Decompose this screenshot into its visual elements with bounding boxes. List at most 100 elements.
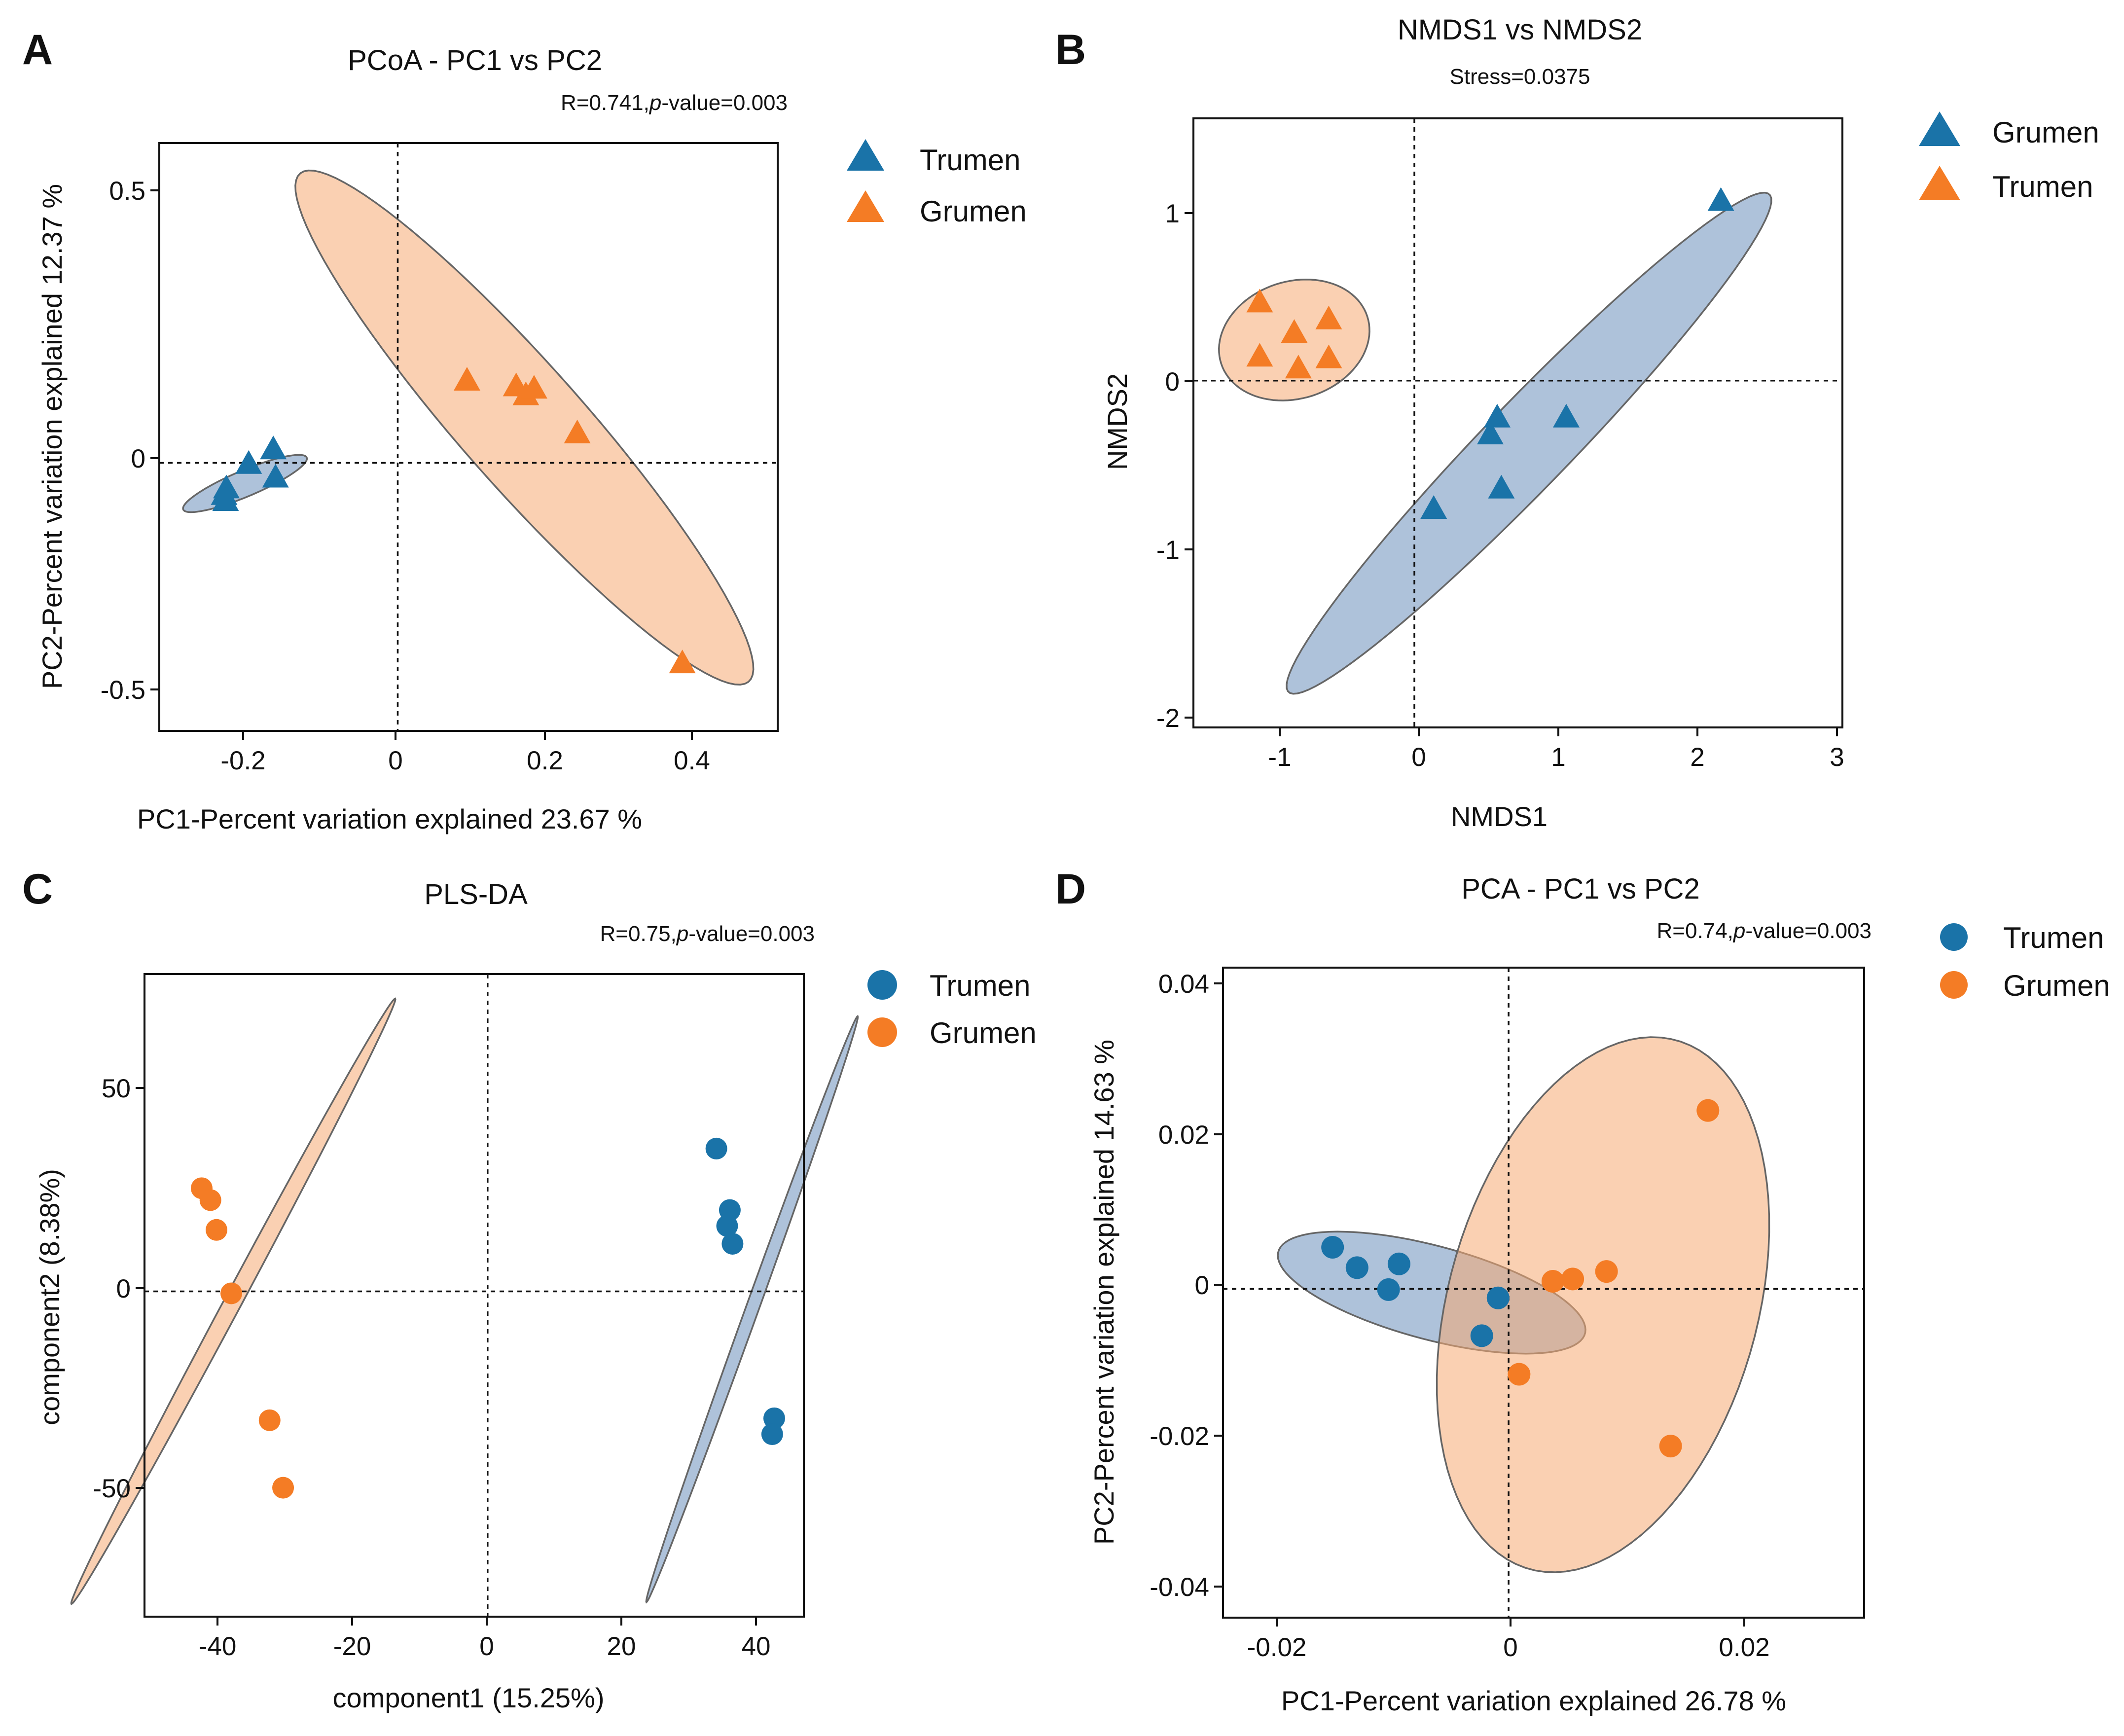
x-tick-label: 40	[742, 1632, 771, 1661]
x-tick-label: -20	[333, 1632, 371, 1661]
x-tick-label: 0.2	[527, 746, 563, 775]
legend-label: Grumen	[1992, 116, 2099, 149]
panel-b-points	[1246, 187, 1734, 519]
panel-c-y-axis: -50 0 50	[93, 1074, 144, 1503]
grumen-data-point	[1659, 1435, 1682, 1458]
trumen-data-point	[1377, 1278, 1400, 1301]
panel-d-x-axis-label: PC1-Percent variation explained 26.78 %	[1281, 1685, 1786, 1716]
y-tick-label: -0.02	[1150, 1422, 1209, 1451]
trumen-data-point	[716, 1215, 738, 1237]
trumen-data-point	[1281, 319, 1308, 343]
legend-label: Trumen	[1992, 170, 2093, 203]
panel-c-stat: R=0.75,p-value=0.003	[600, 922, 815, 946]
x-tick-label: 3	[1830, 743, 1844, 772]
grumen-confidence-ellipse	[1436, 1036, 1770, 1573]
trumen-data-point	[721, 1232, 744, 1255]
panel-c: C PLS-DA R=0.75,p-value=0.003 -40 -20 0 …	[22, 866, 1037, 1713]
grumen-data-point	[564, 419, 591, 443]
y-tick-label: 0.02	[1158, 1121, 1209, 1150]
panel-a-x-axis-label: PC1-Percent variation explained 23.67 %	[137, 803, 642, 834]
x-tick-label: -0.2	[220, 746, 265, 775]
x-tick-label: 2	[1690, 743, 1704, 772]
panel-c-legend: Trumen Grumen	[867, 969, 1037, 1049]
trumen-data-point	[235, 450, 262, 474]
y-tick-label: 50	[102, 1074, 131, 1103]
x-tick-label: 0	[479, 1632, 494, 1661]
trumen-data-point	[212, 487, 239, 511]
legend-circle-marker	[1940, 923, 1968, 951]
panel-b-y-axis: -2 -1 0 1	[1156, 199, 1193, 733]
legend-triangle-marker	[847, 190, 884, 222]
trumen-data-point	[761, 1423, 783, 1446]
trumen-data-point	[763, 1407, 785, 1429]
legend-label: Trumen	[2003, 921, 2104, 954]
grumen-data-point	[1595, 1260, 1618, 1283]
panel-a-points	[211, 367, 696, 674]
panel-a-y-axis-label: PC2-Percent variation explained 12.37 %	[36, 184, 68, 689]
grumen-data-point	[1561, 1267, 1584, 1291]
panel-d-ellipses	[1277, 1036, 1770, 1573]
grumen-data-point	[1420, 495, 1447, 519]
panel-c-y-axis-label: component2 (8.38%)	[34, 1169, 65, 1425]
legend-triangle-marker	[847, 139, 884, 171]
panel-b: B NMDS1 vs NMDS2 Stress=0.0375 -1 0 1 2 …	[1055, 14, 2099, 832]
trumen-confidence-ellipse	[645, 1014, 859, 1604]
panel-c-x-axis: -40 -20 0 20 40	[199, 1617, 771, 1661]
panel-c-points	[190, 1137, 785, 1499]
grumen-data-point	[199, 1189, 221, 1211]
y-tick-label: 1	[1165, 199, 1180, 228]
x-tick-label: 0	[1411, 743, 1426, 772]
trumen-data-point	[1345, 1256, 1368, 1279]
grumen-data-point	[1707, 187, 1734, 211]
panel-b-title: NMDS1 vs NMDS2	[1398, 14, 1642, 46]
legend-circle-marker	[1940, 971, 1968, 999]
panel-a-stat: R=0.741,p-value=0.003	[561, 91, 788, 115]
panel-a-y-axis: -0.5 0 0.5	[101, 177, 159, 705]
panel-b-x-axis-label: NMDS1	[1451, 801, 1548, 832]
legend-triangle-marker	[1919, 166, 1960, 200]
trumen-data-point	[1315, 344, 1342, 368]
grumen-data-point	[205, 1219, 227, 1241]
y-tick-label: -0.5	[101, 676, 145, 705]
panel-b-legend: Grumen Trumen	[1919, 111, 2099, 203]
legend-label: Grumen	[2003, 969, 2110, 1002]
panel-d-label: D	[1055, 866, 1086, 913]
panel-a-plot-frame	[158, 142, 779, 732]
x-tick-label: -1	[1268, 743, 1291, 772]
grumen-data-point	[272, 1477, 294, 1499]
panel-d-legend: Trumen Grumen	[1940, 921, 2110, 1002]
trumen-data-point	[262, 464, 289, 488]
legend-circle-marker	[867, 970, 897, 1000]
grumen-data-point	[258, 1409, 281, 1431]
legend-label: Trumen	[920, 144, 1021, 177]
grumen-data-point	[220, 1282, 242, 1304]
grumen-data-point	[1553, 403, 1580, 428]
panel-c-ellipses	[70, 997, 859, 1605]
panel-b-plot-frame	[1192, 117, 1843, 728]
panel-d-y-axis: -0.04 -0.02 0 0.02 0.04	[1150, 970, 1223, 1602]
y-tick-label: 0	[1165, 367, 1180, 397]
panel-c-reference-lines	[144, 974, 804, 1617]
grumen-data-point	[1541, 1270, 1564, 1293]
panel-b-reference-lines	[1193, 118, 1842, 727]
panel-b-label: B	[1055, 26, 1086, 73]
y-tick-label: -2	[1156, 704, 1180, 733]
trumen-data-point	[1315, 305, 1342, 329]
x-tick-label: 0.02	[1719, 1633, 1769, 1662]
grumen-data-point	[1477, 421, 1504, 445]
panel-a-x-axis: -0.2 0 0.2 0.4	[220, 731, 710, 775]
panel-d-title: PCA - PC1 vs PC2	[1461, 873, 1699, 905]
grumen-data-point	[520, 375, 547, 399]
panel-a-title: PCoA - PC1 vs PC2	[348, 44, 602, 76]
x-tick-label: 0	[388, 746, 402, 775]
y-tick-label: 0	[116, 1274, 131, 1303]
legend-circle-marker	[867, 1017, 897, 1047]
panel-a-legend: Trumen Grumen	[847, 139, 1027, 228]
panel-c-label: C	[22, 866, 53, 913]
x-tick-label: 0	[1503, 1633, 1517, 1662]
panel-d: D PCA - PC1 vs PC2 R=0.74,p-value=0.003 …	[1055, 866, 2110, 1716]
trumen-data-point	[1246, 289, 1273, 313]
panel-b-subtitle: Stress=0.0375	[1450, 65, 1590, 89]
grumen-data-point	[1696, 1099, 1720, 1122]
grumen-confidence-ellipse	[294, 169, 755, 686]
